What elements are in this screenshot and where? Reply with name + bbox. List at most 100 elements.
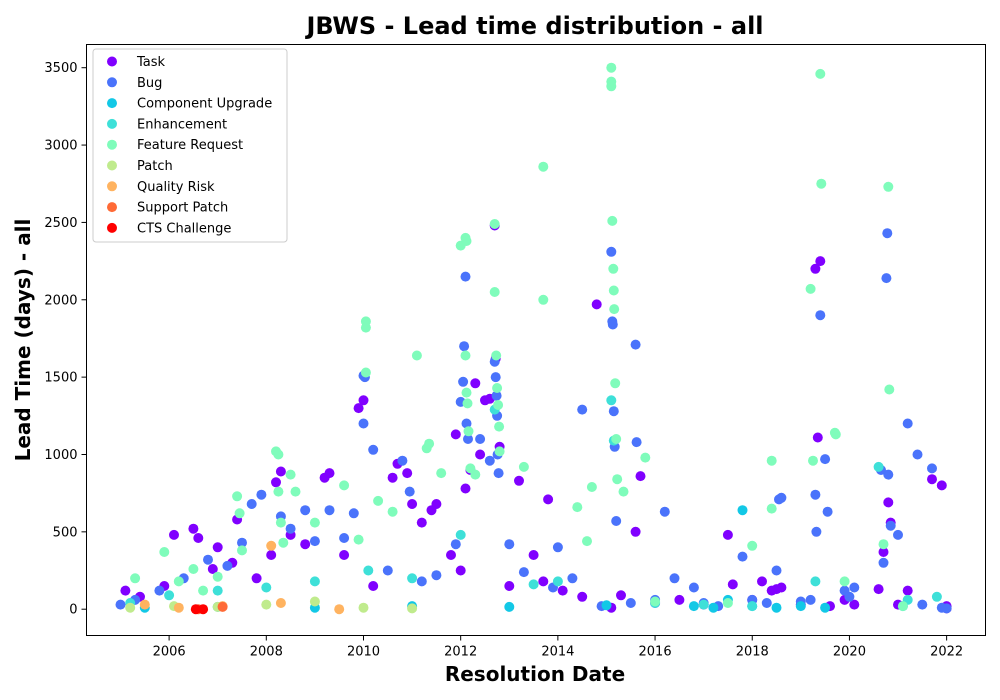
point-bug-88 bbox=[927, 463, 937, 474]
point-task-25 bbox=[407, 499, 418, 509]
point-task-59 bbox=[757, 576, 767, 587]
legend-label-patch: Patch bbox=[137, 159, 173, 174]
point-task-47 bbox=[577, 591, 588, 602]
point-feature-request-24 bbox=[411, 350, 422, 361]
point-task-62 bbox=[776, 582, 787, 593]
point-feature-request-53 bbox=[607, 215, 618, 226]
point-feature-request-65 bbox=[766, 455, 777, 466]
point-bug-44 bbox=[567, 573, 578, 584]
point-feature-request-58 bbox=[611, 434, 622, 444]
point-bug-77 bbox=[849, 582, 860, 593]
point-task-6 bbox=[207, 564, 218, 574]
point-feature-request-33 bbox=[462, 398, 473, 409]
y-axis: 0 500 1000 1500 2000 2500 3000 3500 bbox=[44, 61, 87, 618]
point-feature-request-62 bbox=[650, 596, 661, 607]
point-component-upgrade-7 bbox=[708, 602, 719, 613]
point-feature-request-20 bbox=[360, 322, 371, 333]
point-bug-49 bbox=[607, 319, 618, 330]
point-task-66 bbox=[815, 256, 826, 267]
point-bug-83 bbox=[885, 520, 896, 531]
point-bug-67 bbox=[776, 492, 787, 503]
point-task-10 bbox=[251, 573, 262, 584]
point-feature-request-64 bbox=[747, 540, 758, 551]
point-task-51 bbox=[630, 526, 641, 537]
point-quality-risk-4 bbox=[275, 598, 286, 608]
point-feature-request-3 bbox=[188, 564, 199, 574]
point-component-upgrade-13 bbox=[820, 602, 831, 613]
point-quality-risk-0 bbox=[139, 599, 150, 610]
point-bug-82 bbox=[883, 469, 894, 480]
point-task-54 bbox=[674, 594, 685, 605]
point-bug-5 bbox=[222, 560, 233, 571]
point-bug-40 bbox=[504, 539, 515, 550]
point-bug-90 bbox=[941, 603, 952, 614]
point-bug-73 bbox=[820, 454, 831, 465]
point-task-42 bbox=[514, 475, 524, 486]
point-feature-request-8 bbox=[237, 545, 247, 556]
point-feature-request-13 bbox=[278, 537, 289, 548]
point-bug-57 bbox=[659, 506, 670, 517]
point-task-69 bbox=[849, 599, 860, 610]
point-feature-request-63 bbox=[722, 598, 733, 608]
point-feature-request-68 bbox=[808, 455, 818, 466]
point-bug-74 bbox=[822, 506, 833, 517]
point-bug-69 bbox=[805, 594, 816, 605]
point-task-24 bbox=[402, 468, 413, 479]
point-support-patch-1 bbox=[217, 601, 228, 612]
point-enhancement-2 bbox=[212, 585, 223, 596]
x-tick-label-2006: 2006 bbox=[153, 645, 186, 660]
point-component-upgrade-11 bbox=[771, 602, 782, 613]
point-task-31 bbox=[455, 565, 466, 576]
point-quality-risk-3 bbox=[266, 540, 277, 551]
series-task bbox=[120, 220, 952, 614]
point-task-70 bbox=[873, 584, 884, 595]
point-feature-request-76 bbox=[884, 384, 895, 395]
point-feature-request-42 bbox=[494, 421, 505, 432]
point-task-18 bbox=[339, 550, 350, 560]
point-bug-25 bbox=[450, 539, 461, 550]
point-feature-request-34 bbox=[463, 426, 474, 437]
point-feature-request-26 bbox=[424, 438, 435, 449]
point-feature-request-55 bbox=[608, 285, 619, 296]
point-feature-request-45 bbox=[538, 161, 549, 172]
point-task-45 bbox=[543, 494, 554, 505]
y-tick-label-2000: 2000 bbox=[44, 293, 77, 308]
point-bug-64 bbox=[761, 598, 772, 608]
point-task-57 bbox=[727, 579, 738, 590]
point-task-3 bbox=[169, 529, 179, 540]
point-task-50 bbox=[616, 590, 626, 601]
point-bug-43 bbox=[552, 542, 563, 553]
point-enhancement-5 bbox=[363, 565, 374, 576]
point-feature-request-75 bbox=[883, 181, 894, 192]
point-feature-request-1 bbox=[159, 547, 170, 557]
point-enhancement-14 bbox=[698, 599, 709, 610]
point-task-43 bbox=[528, 550, 539, 560]
point-task-65 bbox=[812, 432, 823, 443]
point-bug-52 bbox=[611, 516, 622, 526]
point-bug-53 bbox=[625, 598, 636, 608]
point-task-11 bbox=[266, 550, 277, 560]
point-bug-84 bbox=[893, 529, 903, 540]
point-bug-59 bbox=[688, 582, 699, 593]
point-bug-13 bbox=[324, 505, 335, 516]
point-feature-request-50 bbox=[606, 62, 617, 73]
point-feature-request-73 bbox=[839, 576, 850, 587]
point-bug-86 bbox=[912, 449, 923, 460]
legend: Task Bug Component Upgrade Enhancement Featu… bbox=[92, 48, 288, 243]
x-tick-label-2022: 2022 bbox=[930, 645, 963, 660]
y-axis-label: Lead Time (days) - all bbox=[11, 219, 35, 462]
point-task-34 bbox=[470, 378, 481, 389]
point-bug-85 bbox=[902, 418, 913, 429]
point-task-26 bbox=[416, 517, 427, 528]
point-bug-50 bbox=[608, 406, 619, 417]
point-feature-request-40 bbox=[492, 383, 503, 393]
point-component-upgrade-6 bbox=[688, 601, 699, 612]
point-task-71 bbox=[878, 547, 889, 557]
point-feature-request-48 bbox=[582, 536, 592, 547]
point-feature-request-4 bbox=[198, 585, 209, 596]
point-enhancement-10 bbox=[552, 576, 563, 587]
point-quality-risk-5 bbox=[334, 604, 345, 615]
point-task-20 bbox=[358, 395, 369, 406]
x-tick-label-2010: 2010 bbox=[347, 645, 380, 660]
